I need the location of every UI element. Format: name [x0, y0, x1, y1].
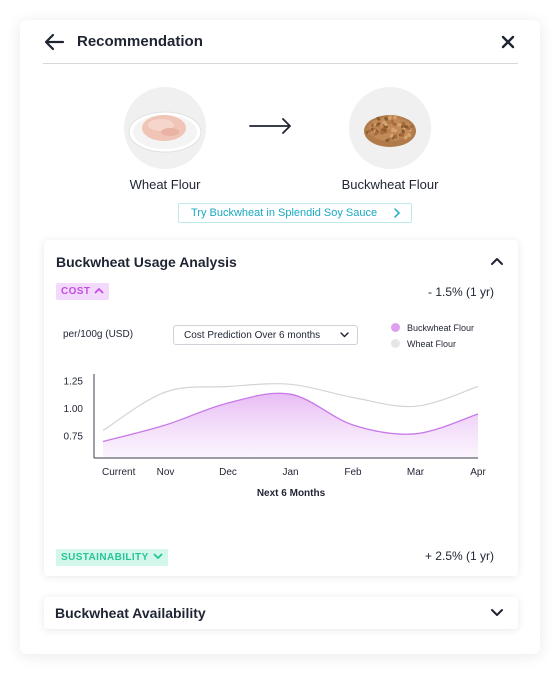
x-axis-title: Next 6 Months — [257, 488, 326, 499]
legend-wheat: Wheat Flour — [391, 339, 456, 349]
cost-badge[interactable]: COST — [56, 283, 110, 300]
chevron-right-icon — [394, 208, 401, 218]
buckwheat-area — [103, 393, 478, 458]
y-tick-label: 0.75 — [64, 432, 84, 443]
sustainability-change: + 2.5% (1 yr) — [424, 549, 494, 563]
x-tick-label: Feb — [344, 467, 362, 478]
arrow-right-icon — [249, 118, 291, 134]
legend-wheat-dot — [391, 339, 400, 348]
chart-unit-label: per/100g (USD) — [63, 329, 134, 340]
x-tick-label: Jan — [282, 467, 298, 478]
from-ingredient-label: Wheat Flour — [129, 177, 201, 192]
chevron-down-icon — [153, 553, 163, 560]
x-tick-label: Nov — [157, 467, 175, 478]
cost-change: - 1.5% (1 yr) — [427, 285, 494, 299]
buckwheat-flour-image — [349, 87, 431, 169]
close-icon[interactable] — [498, 32, 518, 52]
prediction-select-value: Cost Prediction Over 6 months — [184, 330, 321, 341]
x-tick-label: Current — [102, 467, 136, 478]
cost-badge-label: COST — [61, 286, 91, 297]
chevron-up-icon — [94, 287, 104, 294]
y-tick-label: 1.25 — [64, 377, 84, 388]
cost-prediction-chart: 0.75 1.00 1.25 Current Nov Dec Jan Feb Mar Apr Nex… — [64, 374, 486, 499]
x-tick-label: Dec — [219, 467, 237, 478]
usage-analysis-card: Buckwheat Usage Analysis COST - 1.5% (1 … — [44, 240, 518, 576]
to-ingredient-label: Buckwheat Flour — [341, 177, 439, 192]
page-title: Recommendation — [77, 33, 203, 50]
sustainability-badge-label: SUSTAINABILITY — [61, 552, 149, 563]
arrow-left-icon[interactable] — [43, 32, 67, 52]
try-recipe-label: Try Buckwheat in Splendid Soy Sauce — [191, 207, 378, 219]
x-tick-label: Apr — [470, 467, 486, 478]
legend-wheat-label: Wheat Flour — [407, 339, 457, 349]
availability-card-title: Buckwheat Availability — [55, 605, 206, 621]
usage-card-title: Buckwheat Usage Analysis — [56, 254, 237, 270]
recommendation-panel: Recommendation Wheat Flour Buckw — [20, 20, 540, 654]
x-tick-label: Mar — [407, 467, 425, 478]
to-ingredient: Buckwheat Flour — [320, 87, 460, 192]
try-recipe-link[interactable]: Try Buckwheat in Splendid Soy Sauce — [178, 203, 412, 223]
buckwheat-line — [102, 392, 479, 443]
wheat-flour-image — [124, 87, 206, 169]
header: Recommendation — [43, 20, 518, 64]
chevron-down-icon[interactable] — [490, 608, 504, 618]
wheat-line — [102, 383, 479, 432]
chevron-up-icon[interactable] — [490, 256, 504, 266]
chevron-down-icon — [340, 332, 349, 338]
legend-buckwheat-label: Buckwheat Flour — [407, 323, 475, 333]
from-ingredient: Wheat Flour — [95, 87, 235, 192]
sustainability-badge[interactable]: SUSTAINABILITY — [56, 549, 168, 566]
availability-card[interactable]: Buckwheat Availability — [44, 597, 518, 629]
legend-buckwheat: Buckwheat Flour — [391, 323, 474, 333]
legend-buckwheat-dot — [391, 323, 400, 332]
prediction-select[interactable]: Cost Prediction Over 6 months — [173, 325, 358, 345]
y-tick-label: 1.00 — [64, 404, 84, 415]
